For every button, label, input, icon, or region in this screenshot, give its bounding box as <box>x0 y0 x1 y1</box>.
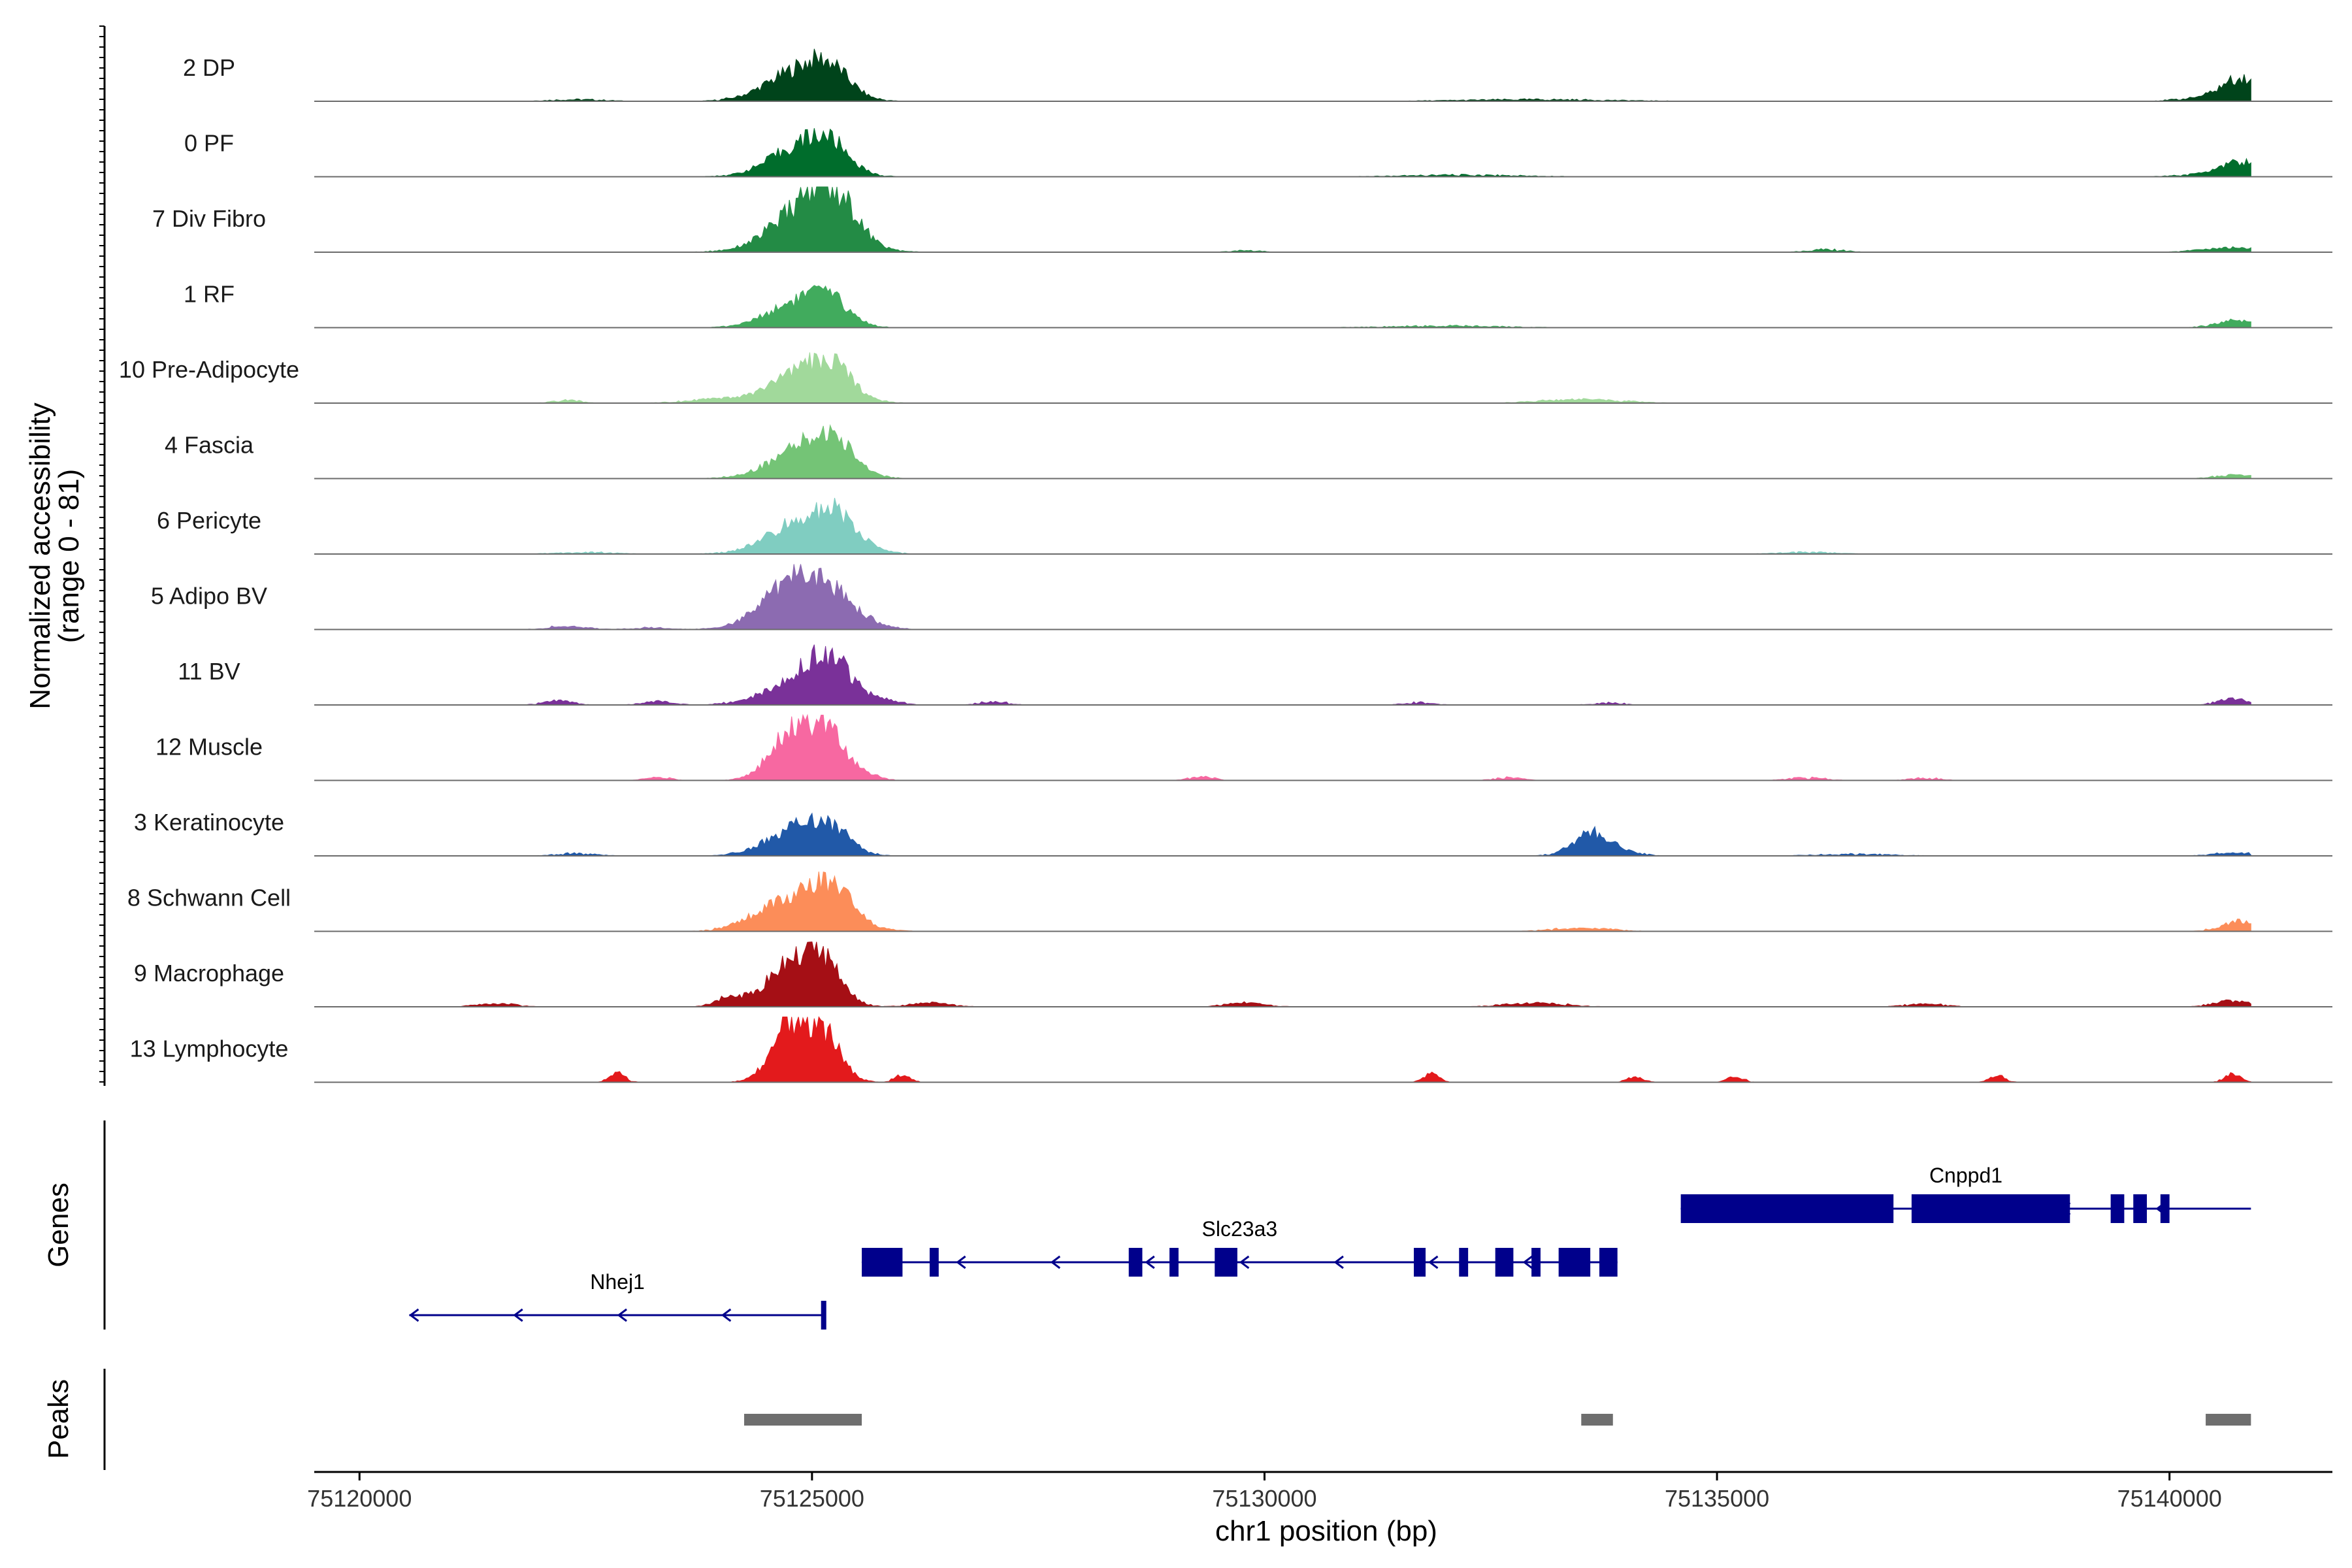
track-label: 4 Fascia <box>165 432 254 459</box>
strand-arrow <box>617 1308 627 1322</box>
gene-exon <box>1128 1248 1143 1277</box>
coverage-area <box>378 564 2251 630</box>
gene-exon <box>2110 1194 2125 1223</box>
coverage-track: 4 Fascia <box>165 424 2332 480</box>
strand-arrow <box>1050 1255 1061 1269</box>
strand-arrow <box>956 1255 966 1269</box>
coverage-track: 7 Div Fibro <box>152 186 2332 253</box>
gene-exon <box>2160 1194 2170 1223</box>
track-label: 10 Pre-Adipocyte <box>119 356 299 383</box>
coverage-track: 10 Pre-Adipocyte <box>119 352 2332 404</box>
coverage-track: 2 DP <box>183 48 2332 102</box>
x-tick-label: 75130000 <box>1212 1485 1316 1512</box>
gene-model: Nhej1 <box>408 1270 826 1330</box>
track-label: 12 Muscle <box>155 734 263 760</box>
strand-arrow <box>1333 1255 1344 1269</box>
strand-arrow <box>408 1308 419 1322</box>
gene-track: Genes Nhej1 Slc23a3 Cnppd1 <box>42 1120 2251 1330</box>
track-label: 11 BV <box>178 658 240 685</box>
track-label: 8 Schwann Cell <box>127 885 291 911</box>
x-tick-label: 75140000 <box>2117 1485 2222 1512</box>
y-axis-title-line: (range 0 - 81) <box>53 469 85 644</box>
gene-exon <box>1215 1248 1237 1277</box>
coverage-tracks: 2 DP 0 PF 7 Div Fibro 1 RF 10 Pre-Adipocyte 4… <box>119 48 2332 1083</box>
gene-model: Slc23a3 <box>861 1217 1618 1277</box>
gene-exon <box>2133 1194 2148 1223</box>
coverage-track: 5 Adipo BV <box>151 564 2332 630</box>
track-label: 0 PF <box>184 130 234 157</box>
coverage-track: 6 Pericyte <box>157 497 2332 555</box>
genes-track-label: Genes <box>42 1183 74 1267</box>
coverage-track: 3 Keratinocyte <box>134 809 2332 857</box>
gene-exon <box>1531 1248 1541 1277</box>
x-axis: 75120000 75125000 75130000 75135000 75140000 <box>307 1471 2332 1512</box>
track-label: 5 Adipo BV <box>151 583 267 610</box>
coverage-area <box>378 186 2251 253</box>
strand-arrow <box>721 1308 732 1322</box>
gene-exon <box>1558 1248 1591 1277</box>
coverage-track: 9 Macrophage <box>134 941 2332 1007</box>
peak-region <box>2206 1414 2251 1426</box>
gene-exon <box>1911 1194 2070 1223</box>
gene-exon <box>821 1301 826 1330</box>
gene-exon <box>929 1248 939 1277</box>
coverage-area <box>378 128 2251 178</box>
coverage-area <box>378 424 2251 479</box>
coverage-track: 12 Muscle <box>155 713 2332 781</box>
coverage-area <box>378 497 2251 555</box>
strand-arrow <box>1522 1255 1533 1269</box>
track-label: 6 Pericyte <box>157 507 261 534</box>
track-label: 1 RF <box>184 281 235 308</box>
y-axis-title-line: Normalized accessibility <box>24 402 56 709</box>
gene-exon <box>1599 1248 1618 1277</box>
coverage-track: 0 PF <box>184 128 2332 178</box>
track-label: 2 DP <box>183 54 235 81</box>
coverage-area <box>378 285 2251 329</box>
gene-name-label: Cnppd1 <box>1929 1164 2002 1187</box>
coverage-track: 1 RF <box>184 281 2332 329</box>
peaks-track-label: Peaks <box>42 1379 74 1459</box>
coverage-area <box>378 941 2251 1007</box>
coverage-track: 13 Lymphocyte <box>130 1016 2332 1083</box>
strand-arrow <box>1145 1255 1155 1269</box>
coverage-area <box>378 352 2251 404</box>
coverage-area <box>378 812 2251 857</box>
coverage-area <box>378 1016 2251 1083</box>
peaks-track: Peaks <box>42 1369 2251 1470</box>
peak-region <box>1581 1414 1613 1426</box>
x-tick-label: 75125000 <box>760 1485 864 1512</box>
track-label: 7 Div Fibro <box>152 205 266 232</box>
track-label: 13 Lymphocyte <box>130 1036 289 1062</box>
y-axis-title: Normalized accessibility(range 0 - 81) <box>24 402 85 709</box>
y-axis <box>99 25 106 1086</box>
coverage-area <box>378 871 2251 932</box>
coverage-track: 8 Schwann Cell <box>127 871 2332 932</box>
x-axis-title: chr1 position (bp) <box>1215 1515 1437 1547</box>
track-label: 3 Keratinocyte <box>134 809 284 836</box>
coverage-track: 11 BV <box>178 644 2332 706</box>
coverage-area <box>378 644 2251 706</box>
gene-exon <box>1680 1194 1894 1223</box>
gene-exon <box>1414 1248 1426 1277</box>
track-label: 9 Macrophage <box>134 960 284 987</box>
strand-arrow <box>1239 1255 1250 1269</box>
strand-arrow <box>513 1308 523 1322</box>
gene-model: Cnppd1 <box>1680 1164 2251 1223</box>
strand-arrow <box>1428 1255 1439 1269</box>
peak-region <box>743 1414 862 1426</box>
gene-exon <box>1169 1248 1179 1277</box>
gene-name-label: Nhej1 <box>590 1270 645 1294</box>
gene-exon <box>1459 1248 1469 1277</box>
coverage-area <box>378 48 2251 102</box>
x-tick-label: 75120000 <box>307 1485 412 1512</box>
gene-name-label: Slc23a3 <box>1202 1217 1278 1241</box>
coverage-area <box>378 713 2251 781</box>
x-tick-label: 75135000 <box>1665 1485 1769 1512</box>
gene-exon <box>862 1248 903 1277</box>
gene-exon <box>1495 1248 1514 1277</box>
